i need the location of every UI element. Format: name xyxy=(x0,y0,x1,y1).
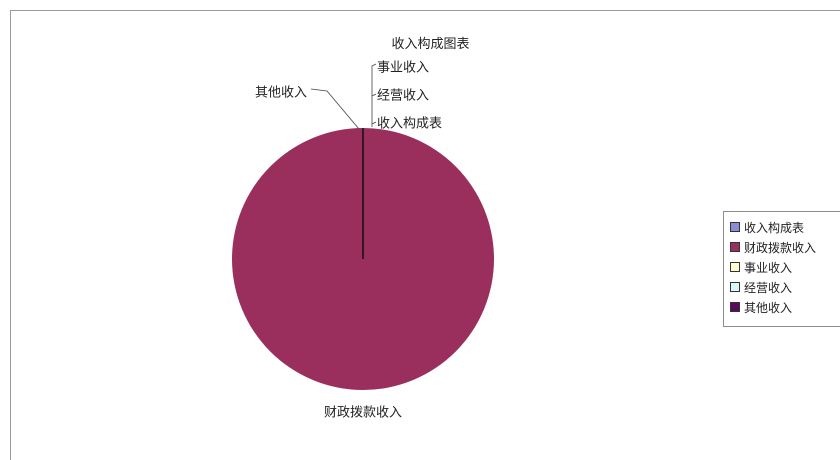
legend-label: 收入构成表 xyxy=(744,220,805,235)
slice-label: 财政拨款收入 xyxy=(324,406,402,421)
slice-label: 事业收入 xyxy=(377,61,429,76)
legend-item: 财政拨款收入 xyxy=(730,237,840,257)
legend-swatch xyxy=(730,262,740,272)
legend-swatch xyxy=(730,282,740,292)
legend-label: 其他收入 xyxy=(744,300,793,315)
legend-swatch xyxy=(730,242,740,252)
legend-item: 其他收入 xyxy=(730,297,840,317)
chart-legend: 收入构成表财政拨款收入 事业收入经营收入其他收入 xyxy=(723,211,840,327)
legend-label: 经营收入 xyxy=(744,280,793,295)
leader-line xyxy=(371,121,377,125)
chart-title: 收入构成图表 xyxy=(391,37,470,52)
leader-line xyxy=(371,63,377,127)
legend-item: 事业收入 xyxy=(730,257,840,277)
slice-label: 收入构成表 xyxy=(377,117,442,132)
legend-label: 事业收入 xyxy=(744,260,793,275)
legend-item: 经营收入 xyxy=(730,277,840,297)
slice-label: 经营收入 xyxy=(377,89,429,104)
legend-label: 财政拨款收入 xyxy=(744,240,817,255)
leader-line xyxy=(371,93,377,97)
legend-item: 收入构成表 xyxy=(730,217,840,237)
slice-label: 其他收入 xyxy=(255,86,307,101)
legend-swatch xyxy=(730,302,740,312)
legend-swatch xyxy=(730,222,740,232)
leader-line xyxy=(310,88,360,130)
chart-frame: 收入构成图表 事业收入 经营收入 收入构成表 其他收入 财政拨款收入 收入构成表 财政拨款… xyxy=(10,10,840,460)
